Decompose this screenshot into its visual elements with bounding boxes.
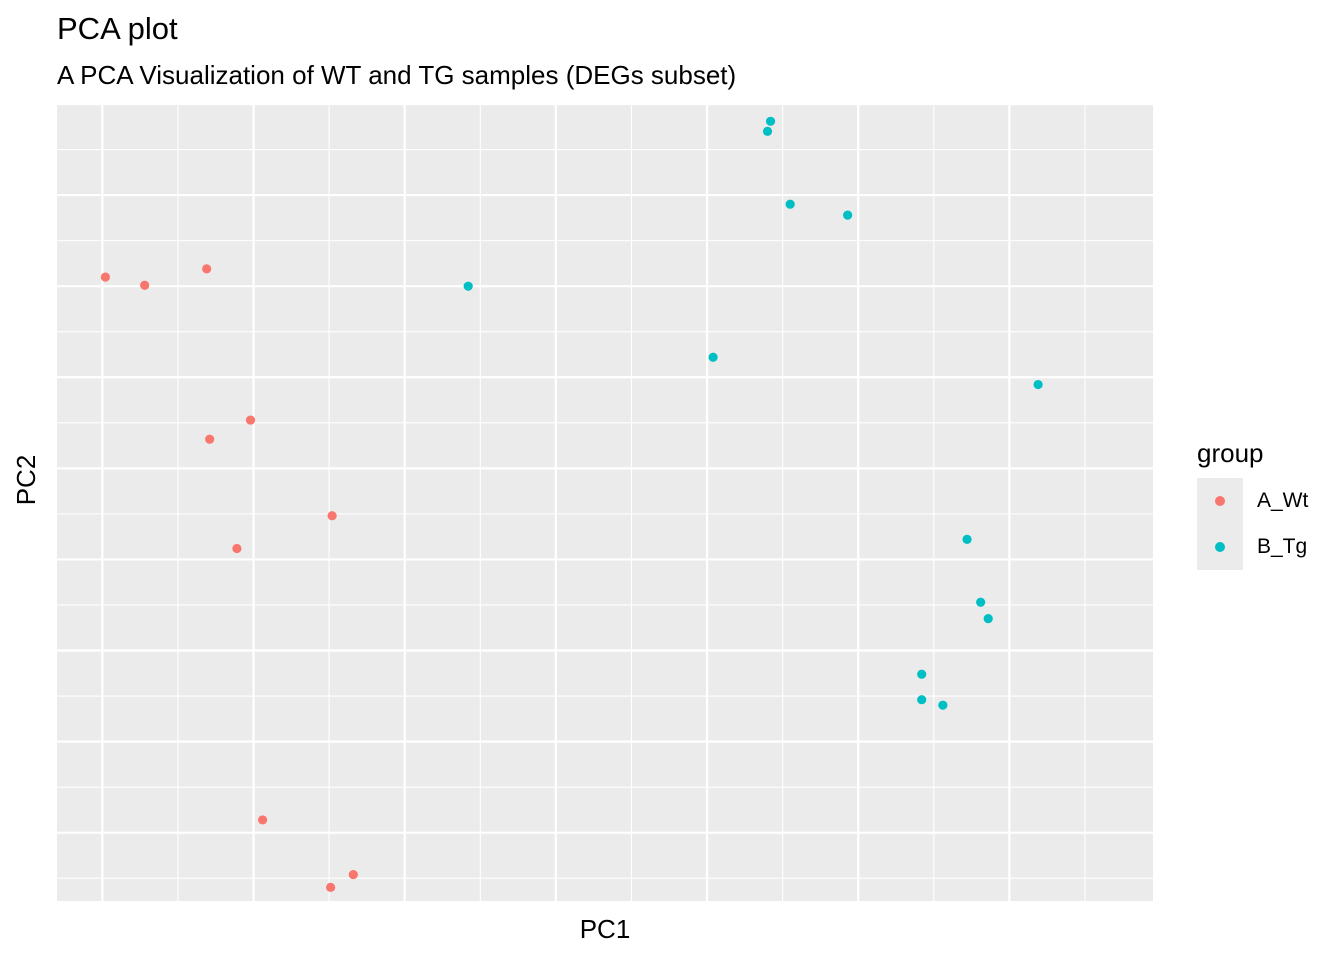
data-points (100, 116, 1043, 892)
data-point-b-tg (785, 199, 795, 209)
data-point-b-tg (1033, 379, 1043, 390)
legend-entries: A_Wt B_Tg (1197, 478, 1308, 570)
data-point-b-tg (708, 352, 718, 362)
data-point-b-tg (762, 126, 773, 136)
plot-panel-background (57, 104, 1153, 901)
data-point-a-wt (202, 264, 212, 274)
minor-gridlines (57, 104, 1153, 901)
data-point-b-tg (938, 700, 948, 710)
data-point-b-tg (917, 695, 927, 705)
data-point-b-tg (463, 281, 473, 291)
legend: group A_Wt B_Tg (1197, 436, 1308, 570)
data-point-b-tg (917, 669, 927, 679)
legend-key-a-wt (1197, 478, 1243, 524)
data-point-b-tg (765, 116, 776, 126)
legend-entry-b-tg: B_Tg (1197, 524, 1308, 570)
major-gridlines (57, 102, 1153, 901)
legend-label-b-tg: B_Tg (1257, 535, 1308, 558)
data-point-a-wt (348, 869, 358, 880)
chart-title: PCA plot (57, 11, 178, 46)
chart-subtitle: A PCA Visualization of WT and TG samples… (57, 60, 737, 90)
legend-entry-a-wt: A_Wt (1197, 478, 1308, 524)
data-point-b-tg (976, 597, 986, 607)
data-point-a-wt (205, 434, 215, 444)
legend-key-b-tg (1197, 524, 1243, 570)
data-point-a-wt (100, 272, 110, 282)
legend-title: group (1197, 438, 1264, 468)
legend-point-marker (1215, 496, 1225, 506)
data-point-a-wt (327, 511, 337, 521)
data-point-a-wt (245, 415, 256, 425)
data-point-a-wt (140, 280, 150, 290)
data-point-a-wt (232, 543, 242, 554)
data-point-b-tg (962, 534, 972, 544)
x-axis-label: PC1 (579, 914, 631, 944)
data-point-b-tg (843, 210, 853, 220)
data-point-a-wt (326, 882, 336, 892)
data-point-a-wt (257, 815, 268, 825)
data-point-b-tg (983, 614, 993, 624)
legend-label-a-wt: A_Wt (1257, 489, 1309, 512)
legend-point-marker (1215, 542, 1225, 552)
